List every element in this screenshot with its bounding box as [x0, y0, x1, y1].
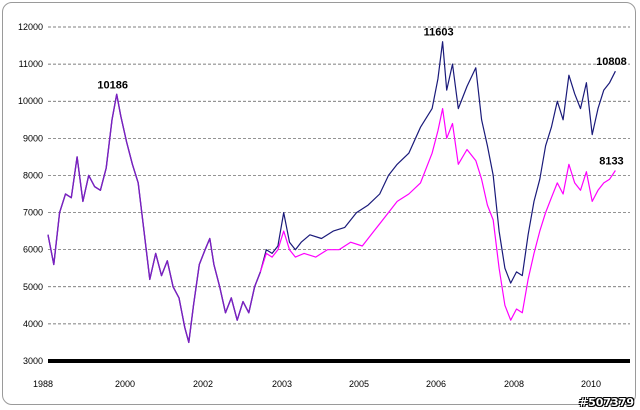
- line-chart: 12000 11000 10000 9000 8000 7000 6000 5000 4000 3…: [18, 22, 630, 389]
- x-tick-label: 2006: [426, 379, 446, 389]
- y-tick-label: 7000: [23, 208, 43, 218]
- x-tick-label: 2005: [349, 379, 369, 389]
- x-tick-label: 2003: [272, 379, 292, 389]
- x-tick-label: 1988: [33, 379, 53, 389]
- y-tick-label: 12000: [18, 22, 43, 32]
- y-tick-label: 3000: [23, 356, 43, 366]
- y-axis-ticks: 12000 11000 10000 9000 8000 7000 6000 5000 4000 3…: [18, 22, 43, 366]
- grid-lines: [48, 26, 630, 363]
- x-tick-label: 2000: [115, 379, 135, 389]
- series-line-2: [259, 107, 616, 321]
- y-tick-label: 11000: [19, 59, 43, 69]
- annotation-label: 8133: [599, 156, 623, 168]
- watermark-text: #507379: [578, 396, 634, 409]
- common-segment-line: [47, 93, 262, 344]
- y-tick-label: 8000: [23, 170, 43, 180]
- x-tick-label: 2002: [193, 379, 213, 389]
- y-tick-label: 9000: [23, 133, 43, 143]
- annotations: 10186 11603 10808 8133: [97, 27, 626, 168]
- annotation-label: 11603: [424, 27, 454, 39]
- x-axis-ticks: 1988 2000 2002 2003 2005 2006 2008 2010: [33, 379, 601, 389]
- x-tick-label: 2010: [581, 379, 601, 389]
- chart-frame: 12000 11000 10000 9000 8000 7000 6000 5000 4000 3…: [2, 2, 636, 405]
- annotation-label: 10186: [97, 79, 128, 91]
- y-tick-label: 10000: [18, 96, 43, 106]
- y-tick-label: 5000: [23, 282, 43, 292]
- series-lines: [47, 41, 616, 344]
- y-tick-label: 6000: [23, 245, 43, 255]
- x-tick-label: 2008: [504, 379, 524, 389]
- series-line-1: [47, 41, 616, 343]
- annotation-label: 10808: [596, 56, 627, 68]
- y-tick-label: 4000: [23, 319, 43, 329]
